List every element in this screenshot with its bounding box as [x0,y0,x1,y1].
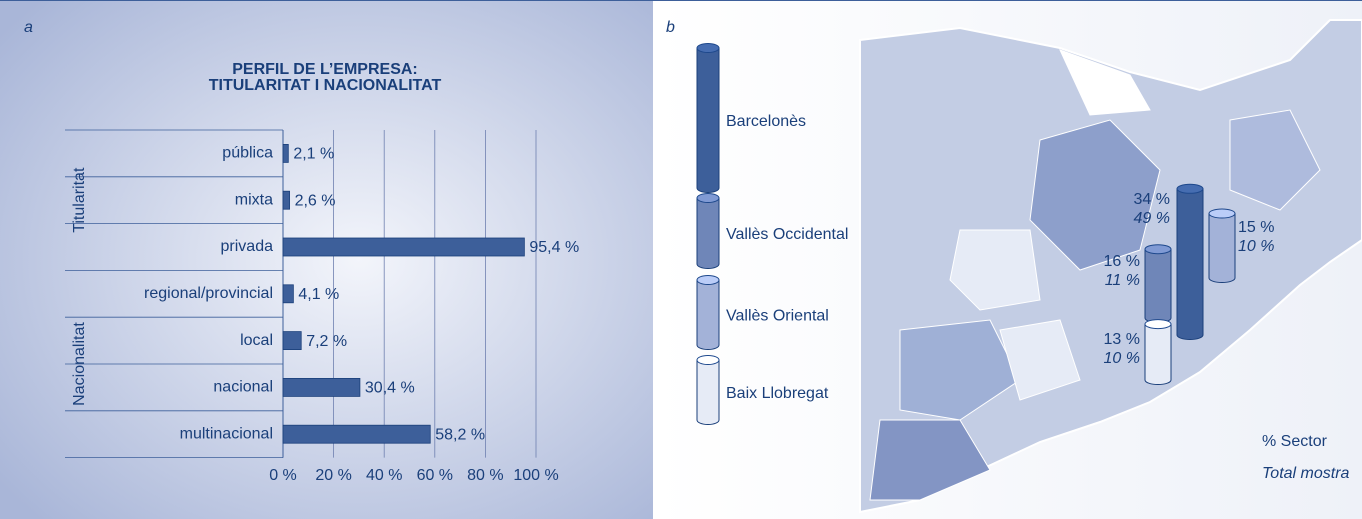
data-label: 2,1 % [293,146,334,163]
bar [282,237,525,257]
bar [282,331,302,351]
group-label: Titularitat [71,167,88,233]
x-tick-label: 80 % [467,467,503,484]
legend-swatch-top [696,275,720,285]
cylinder-top [1176,183,1204,194]
x-tick-label: 20 % [315,467,351,484]
cylinder-top [1144,319,1172,330]
data-label: 2,6 % [295,192,336,209]
legend-swatch [696,359,720,425]
legend-swatch-top [696,43,720,53]
y-tick-label: multinacional [180,425,273,442]
cylinder-top [1144,244,1172,255]
map [859,19,1362,514]
data-label: 4,1 % [298,286,339,303]
x-tick-label: 0 % [269,467,297,484]
total-label: 10 % [1104,350,1140,367]
bar [282,377,361,397]
map-region [869,419,991,501]
cylinder [1144,248,1172,323]
legend-swatch [696,279,720,350]
data-label: 95,4 % [529,239,579,256]
legend-swatch [696,197,720,269]
bar [282,284,294,304]
sector-label: 16 % [1104,253,1140,270]
total-label: 11 % [1105,272,1140,289]
bar [282,190,290,210]
cylinder [1176,188,1204,340]
cylinder [1208,213,1236,283]
chart-title: PERFIL DE L’EMPRESA: [232,61,418,78]
total-label: 10 % [1238,238,1274,255]
map-region [1229,109,1321,211]
y-tick-label: nacional [213,379,273,396]
data-label: 7,2 % [306,333,347,350]
legend-key: % Sector [1262,433,1328,450]
map-region [899,319,1021,421]
legend-key: Total mostra [1262,465,1350,482]
panel-letter: a [24,19,33,36]
map-region [999,319,1081,401]
sector-label: 15 % [1238,219,1274,236]
legend-label: Vallès Occidental [726,226,848,243]
y-tick-label: regional/provincial [144,285,273,302]
legend-label: Vallès Oriental [726,308,829,325]
y-tick-label: local [240,332,273,349]
map-region [1029,119,1161,271]
data-label: 30,4 % [365,380,415,397]
chart-title: TITULARITAT I NACIONALITAT [209,77,442,94]
legend-label: Baix Llobregat [726,385,829,402]
sector-label: 34 % [1134,191,1170,208]
group-label: Nacionalitat [71,322,88,406]
legend-swatch-top [696,355,720,365]
bar [282,424,431,444]
legend-swatch-top [696,193,720,203]
data-label: 58,2 % [435,426,485,443]
y-tick-label: privada [221,238,274,255]
x-tick-label: 100 % [513,467,558,484]
legend-swatch [696,47,720,193]
y-tick-label: pública [222,145,273,162]
total-label: 49 % [1134,210,1170,227]
legend-label: Barcelonès [726,113,806,130]
x-tick-label: 40 % [366,467,402,484]
panel-letter: b [666,19,675,36]
map-region [949,229,1041,311]
map-region [1059,49,1151,116]
cylinder-top [1208,208,1236,219]
x-tick-label: 60 % [417,467,453,484]
cylinder [1144,323,1172,385]
y-tick-label: mixta [235,191,273,208]
bar [282,143,289,163]
sector-label: 13 % [1104,331,1140,348]
